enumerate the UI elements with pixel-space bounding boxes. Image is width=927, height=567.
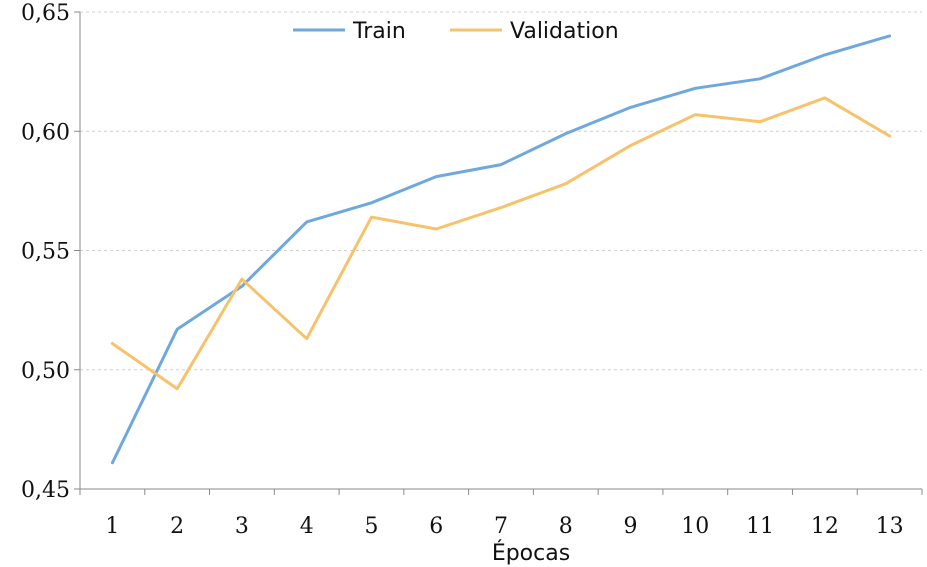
x-tick-labels: 1 2 3 4 5 6 7 8 9 10 11 12 13 (79, 489, 923, 539)
x-tick-label: 12 (811, 514, 839, 539)
x-tick-label: 3 (235, 514, 249, 539)
series-lines (110, 34, 892, 465)
x-tick-label: 4 (300, 514, 314, 539)
y-tick-label: 0,65 (21, 1, 70, 26)
y-tick-labels: 0,45 0,50 0,55 0,60 0,65 (21, 1, 80, 503)
y-tick-label: 0,45 (21, 478, 70, 503)
series-line-train (110, 34, 892, 465)
x-tick-label: 6 (429, 514, 443, 539)
series-line-validation (110, 96, 892, 391)
x-tick-label: 8 (559, 514, 573, 539)
legend-label: Validation (510, 19, 619, 44)
x-tick-label: 7 (494, 514, 508, 539)
x-tick-label: 9 (624, 514, 638, 539)
y-tick-label: 0,60 (21, 120, 70, 145)
x-tick-label: 11 (746, 514, 774, 539)
y-tick-label: 0,55 (21, 240, 70, 265)
x-tick-label: 13 (876, 514, 904, 539)
x-tick-label: 1 (105, 514, 119, 539)
x-tick-label: 10 (681, 514, 709, 539)
legend-label: Train (352, 19, 406, 44)
x-tick-label: 5 (364, 514, 378, 539)
x-tick-label: 2 (170, 514, 184, 539)
legend: Train Validation (293, 19, 619, 44)
gridlines (80, 11, 922, 371)
y-tick-label: 0,50 (21, 359, 70, 384)
x-axis-title: Épocas (492, 540, 570, 566)
